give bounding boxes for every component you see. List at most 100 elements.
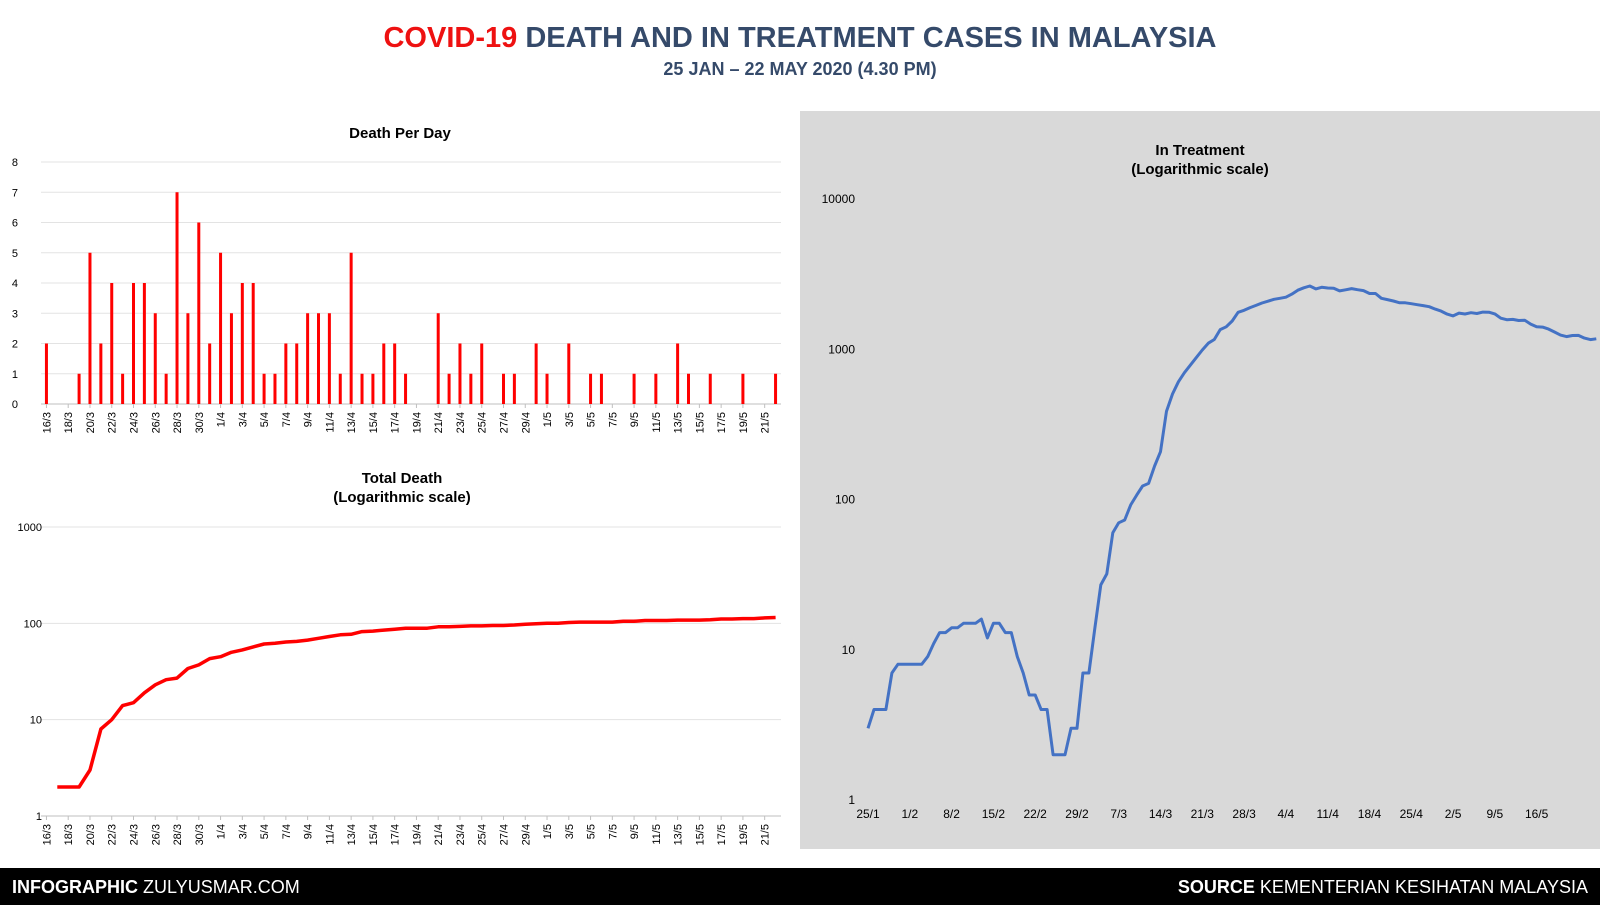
total-death-xtick-label: 22/3 [107,824,119,845]
death-per-day-ytick: 3 [12,308,18,320]
death-per-day-ytick: 2 [12,339,18,351]
death-per-day-bar [708,373,712,404]
total-death-xtick-label: 7/5 [607,824,619,839]
death-per-day-xtick-label: 17/5 [716,412,728,433]
death-per-day-ytick: 0 [12,399,18,411]
total-death-ytick: 1000 [18,522,42,534]
total-death-chart: Total Death (Logarithmic scale) 1 10 100 10… [18,470,781,845]
death-per-day-bar [436,313,440,404]
death-per-day-bar [371,373,375,404]
header: COVID-19 DEATH AND IN TREATMENT CASES IN… [0,22,1600,80]
death-per-day-xtick-label: 1/4 [216,412,228,427]
death-per-day-xtick-label: 15/4 [368,412,380,433]
footer-credit-label: INFOGRAPHIC [12,877,138,897]
death-per-day-bar [741,373,745,404]
total-death-xtick-label: 1/5 [542,824,554,839]
total-death-xtick-label: 29/4 [520,824,532,845]
death-per-day-xtick-label: 13/5 [673,412,685,433]
total-death-xtick-label: 7/4 [281,824,293,839]
total-death-xtick-label: 9/5 [629,824,641,839]
death-per-day-bar [382,343,386,404]
death-per-day-chart: Death Per Day 0 1 2 3 4 5 6 7 8 16/3 18/3 20/3 22/3 2… [12,125,781,433]
death-per-day-bar [349,252,353,404]
death-per-day-xtick-label: 29/4 [520,412,532,433]
total-death-title: Total Death [362,470,443,487]
death-per-day-xtick-label: 23/4 [455,412,467,433]
death-per-day-ytick: 6 [12,218,18,230]
in-treatment-xtick-label: 16/5 [1525,807,1549,821]
death-per-day-xtick-label: 24/3 [129,412,141,433]
death-per-day-ytick: 5 [12,248,18,260]
death-per-day-xtick-label: 21/5 [760,412,772,433]
death-per-day-xtick-label: 19/5 [738,412,750,433]
death-per-day-bar [458,343,462,404]
death-per-day-xtick-label: 11/5 [651,412,663,433]
in-treatment-xtick-label: 2/5 [1445,807,1462,821]
death-per-day-bar [654,373,658,404]
death-per-day-bar [295,343,299,404]
death-per-day-bar [251,283,255,404]
charts-canvas: Death Per Day 0 1 2 3 4 5 6 7 8 16/3 18/3 20/3 22/3 2… [12,125,1597,845]
total-death-xtick-label: 28/3 [172,824,184,845]
total-death-xtick-label: 17/5 [716,824,728,845]
in-treatment-xtick-label: 9/5 [1487,807,1504,821]
death-per-day-bar [240,283,244,404]
death-per-day-xtick-label: 5/5 [586,412,598,427]
total-death-series-line [57,615,776,789]
total-death-xtick-label: 16/3 [41,824,53,845]
in-treatment-xtick-label: 1/2 [901,807,918,821]
total-death-ytick: 10 [30,715,42,727]
in-treatment-ytick: 10000 [822,192,856,206]
total-death-xtick-label: 9/4 [303,824,315,839]
total-death-xtick-label: 13/5 [673,824,685,845]
death-per-day-bar [197,222,201,404]
death-per-day-xtick-label: 3/5 [564,412,576,427]
death-per-day-xtick-label: 7/5 [607,412,619,427]
total-death-xtick-label: 5/4 [259,824,271,839]
death-per-day-bar [284,343,288,404]
death-per-day-bar [469,373,473,404]
death-per-day-xtick-label: 30/3 [194,412,206,433]
death-per-day-bar [88,252,92,404]
death-per-day-bar [219,252,223,404]
in-treatment-panel [800,111,1600,849]
death-per-day-bar [121,373,125,404]
total-death-xtick-label: 18/3 [63,824,75,845]
total-death-xtick-label: 3/5 [564,824,576,839]
total-death-xtick-label: 3/4 [237,824,249,839]
death-per-day-xtick-label: 19/4 [411,412,423,433]
footer-credit-text: ZULYUSMAR.COM [143,877,300,897]
footer-credit: INFOGRAPHIC ZULYUSMAR.COM [12,877,300,898]
death-per-day-bar [632,373,636,404]
death-per-day-bar [404,373,408,404]
in-treatment-ytick: 1000 [828,342,855,356]
death-per-day-bar [338,373,342,404]
title-rest: DEATH AND IN TREATMENT CASES IN MALAYSIA [525,22,1217,54]
in-treatment-xtick-label: 14/3 [1149,807,1173,821]
death-per-day-xtick-label: 9/4 [303,412,315,427]
total-death-xtick-label: 20/3 [85,824,97,845]
death-per-day-bar [142,283,146,404]
total-death-xtick-label: 23/4 [455,824,467,845]
total-death-xtick-label: 30/3 [194,824,206,845]
death-per-day-bar [447,373,451,404]
death-per-day-xtick-label: 11/4 [324,412,336,433]
total-death-xtick-label: 19/5 [738,824,750,845]
total-death-xtick-label: 11/5 [651,824,663,845]
death-per-day-ytick: 1 [12,369,18,381]
total-death-xtick-label: 1/4 [216,824,228,839]
in-treatment-series-line [866,284,1597,757]
death-per-day-bar [306,313,310,404]
in-treatment-ytick: 100 [835,493,855,507]
death-per-day-xtick-label: 15/5 [694,412,706,433]
death-per-day-xtick-label: 22/3 [107,412,119,433]
death-per-day-bar [99,343,103,404]
total-death-xtick-label: 21/4 [433,824,445,845]
total-death-xtick-label: 19/4 [411,824,423,845]
death-per-day-bar [687,373,690,404]
in-treatment-xtick-label: 29/2 [1065,807,1089,821]
death-per-day-xtick-label: 28/3 [172,412,184,433]
death-per-day-xtick-label: 16/3 [41,412,53,433]
total-death-xtick-label: 26/3 [150,824,162,845]
in-treatment-xtick-label: 15/2 [982,807,1006,821]
